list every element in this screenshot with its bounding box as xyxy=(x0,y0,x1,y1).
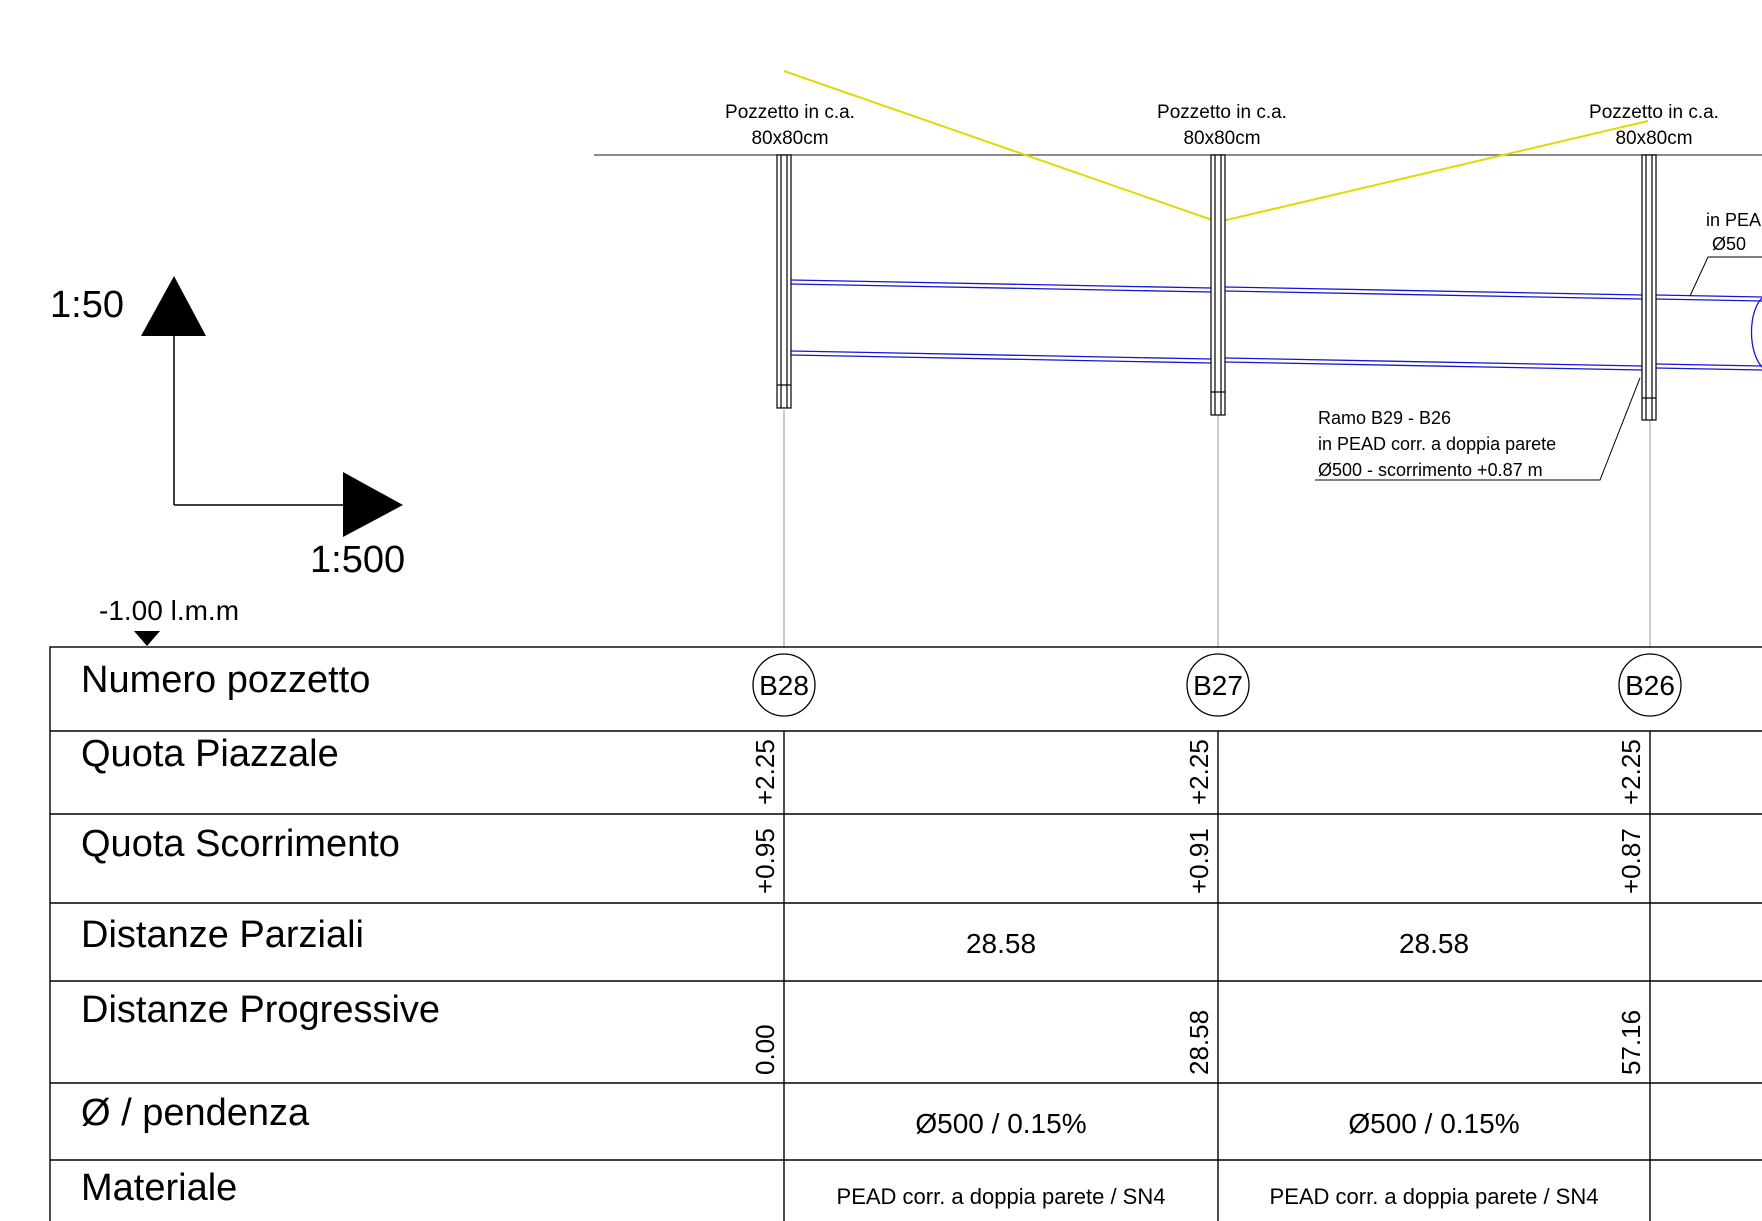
diametro-pendenza-span2: Ø500 / 0.15% xyxy=(1348,1108,1519,1139)
row-label-numero-pozzetto: Numero pozzetto xyxy=(81,659,370,701)
quota-piazzale-b28: +2.25 xyxy=(750,739,780,805)
distanza-progressiva-b28: 0.00 xyxy=(750,1024,780,1075)
pipe-note-line2: in PEAD corr. a doppia parete xyxy=(1318,434,1556,454)
manhole-shaft-b26 xyxy=(1641,154,1657,421)
vertical-arrow-icon xyxy=(141,276,206,336)
diametro-pendenza-values: Ø500 / 0.15% Ø500 / 0.15% xyxy=(915,1108,1519,1139)
manhole-shafts xyxy=(776,154,1657,421)
manhole-shaft-b28 xyxy=(776,154,792,409)
quota-piazzale-b26: +2.25 xyxy=(1616,739,1646,805)
distanze-progressive-values: 0.00 28.58 57.16 xyxy=(750,1010,1646,1075)
manhole-number-b28: B28 xyxy=(759,670,809,701)
quota-scorrimento-b27: +0.91 xyxy=(1184,828,1214,894)
manhole-number-markers: B28 B27 B26 xyxy=(752,653,1682,717)
manhole-label-b28-line2: 80x80cm xyxy=(751,128,828,149)
datum-triangle-icon xyxy=(134,631,160,646)
pipe-note-line3: Ø500 - scorrimento +0.87 m xyxy=(1318,460,1543,480)
row-label-diametro-pendenza: Ø / pendenza xyxy=(81,1092,310,1134)
vertical-scale-label: 1:50 xyxy=(50,284,124,326)
manhole-number-b26: B26 xyxy=(1625,670,1675,701)
cut-note-line2: Ø50 xyxy=(1712,234,1746,254)
row-label-materiale: Materiale xyxy=(81,1167,237,1209)
datum-label: -1.00 l.m.m xyxy=(99,595,239,626)
distanza-parziale-span1: 28.58 xyxy=(966,928,1036,959)
row-label-distanze-parziali: Distanze Parziali xyxy=(81,914,364,956)
manhole-label-b27-line2: 80x80cm xyxy=(1183,128,1260,149)
row-label-quota-scorrimento: Quota Scorrimento xyxy=(81,823,400,865)
cut-note: in PEA Ø50 xyxy=(1689,210,1762,297)
table-row-labels: Numero pozzetto Quota Piazzale Quota Sco… xyxy=(81,659,440,1209)
guide-lines xyxy=(783,410,1651,648)
quota-scorrimento-b28: +0.95 xyxy=(750,828,780,894)
materiale-span1: PEAD corr. a doppia parete / SN4 xyxy=(837,1184,1166,1209)
manhole-label-b26-line1: Pozzetto in c.a. xyxy=(1589,102,1719,123)
pipe-segments xyxy=(790,279,1762,371)
row-label-distanze-progressive: Distanze Progressive xyxy=(81,989,440,1031)
materiale-span2: PEAD corr. a doppia parete / SN4 xyxy=(1270,1184,1599,1209)
distanza-progressiva-b26: 57.16 xyxy=(1616,1010,1646,1075)
manhole-number-b27: B27 xyxy=(1193,670,1243,701)
manhole-shaft-b27 xyxy=(1210,154,1226,416)
quota-scorrimento-b26: +0.87 xyxy=(1616,828,1646,894)
cut-note-line1: in PEA xyxy=(1706,210,1761,230)
distanze-parziali-values: 28.58 28.58 xyxy=(966,928,1469,959)
row-label-quota-piazzale: Quota Piazzale xyxy=(81,733,339,775)
diametro-pendenza-span1: Ø500 / 0.15% xyxy=(915,1108,1086,1139)
quota-scorrimento-values: +0.95 +0.91 +0.87 xyxy=(750,828,1646,894)
datum-reference: -1.00 l.m.m xyxy=(99,595,239,646)
distanza-parziale-span2: 28.58 xyxy=(1399,928,1469,959)
pipe-note: Ramo B29 - B26 in PEAD corr. a doppia pa… xyxy=(1315,377,1641,481)
manhole-label-b28-line1: Pozzetto in c.a. xyxy=(725,102,855,123)
pipe-note-line1: Ramo B29 - B26 xyxy=(1318,408,1451,428)
manhole-labels: Pozzetto in c.a. 80x80cm Pozzetto in c.a… xyxy=(725,102,1719,149)
horizontal-arrow-icon xyxy=(343,472,403,537)
profile-table xyxy=(49,646,1762,1221)
manhole-label-b27-line1: Pozzetto in c.a. xyxy=(1157,102,1287,123)
manhole-label-b26-line2: 80x80cm xyxy=(1615,128,1692,149)
quota-piazzale-b27: +2.25 xyxy=(1184,739,1214,805)
horizontal-scale-label: 1:500 xyxy=(310,539,405,581)
scale-indicator: 1:50 1:500 xyxy=(50,276,405,581)
distanza-progressiva-b27: 28.58 xyxy=(1184,1010,1214,1075)
quota-piazzale-values: +2.25 +2.25 +2.25 xyxy=(750,739,1646,805)
materiale-values: PEAD corr. a doppia parete / SN4 PEAD co… xyxy=(837,1184,1599,1209)
